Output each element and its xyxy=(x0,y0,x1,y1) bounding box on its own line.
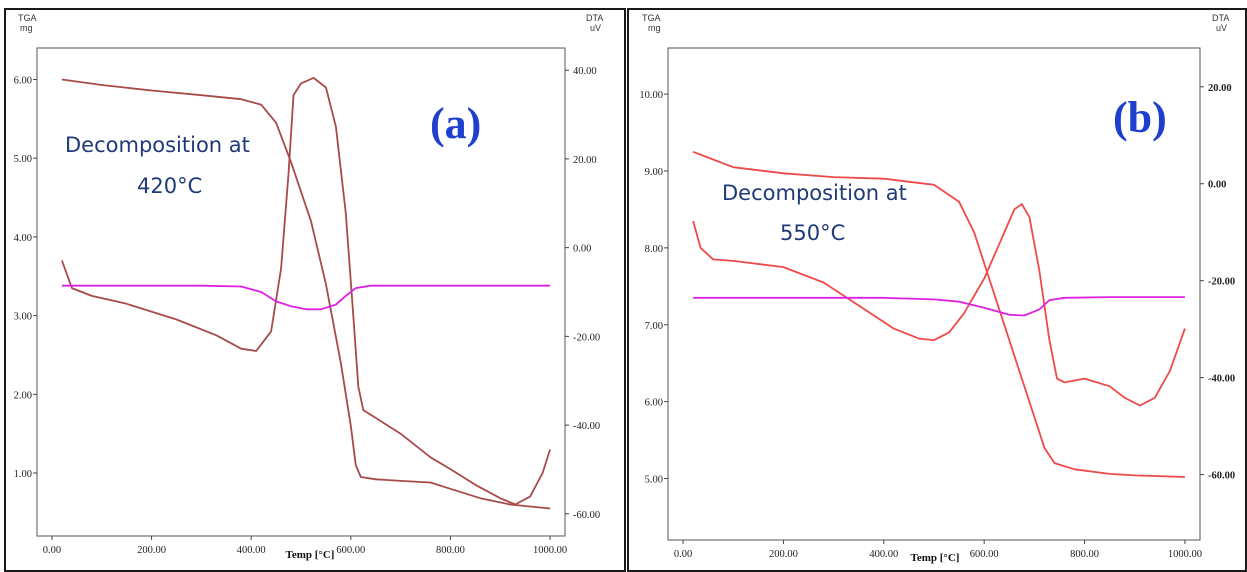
series-line-2 xyxy=(692,203,1186,407)
y-left-tick-label: 6.00 xyxy=(645,398,663,409)
x-tick-label: 600.00 xyxy=(336,545,365,556)
right-axis-title-line2: uV xyxy=(590,23,601,33)
y-right-tick-label: 0.00 xyxy=(1208,180,1226,191)
y-left-tick-label: 1.00 xyxy=(14,469,32,480)
y-right-tick-label: -40.00 xyxy=(1208,374,1235,385)
y-right-tick-label: -20.00 xyxy=(1208,277,1235,288)
right-axis-title-line2: uV xyxy=(1216,23,1227,33)
y-left-tick-label: 3.00 xyxy=(14,312,32,323)
x-tick-label: 200.00 xyxy=(769,549,798,560)
y-right-tick-label: -40.00 xyxy=(573,421,600,432)
left-axis-title-line1: TGA xyxy=(642,13,661,23)
x-axis-label: Temp [°C] xyxy=(911,552,960,564)
annotation-line1: Decomposition at xyxy=(722,181,907,205)
y-right-tick-label: 40.00 xyxy=(573,66,597,77)
x-tick-label: 200.00 xyxy=(137,545,166,556)
x-tick-label: 1000.00 xyxy=(1168,549,1202,560)
x-tick-label: 800.00 xyxy=(1070,549,1099,560)
y-right-tick-label: 20.00 xyxy=(1208,83,1232,94)
left-axis-title-line2: mg xyxy=(648,23,661,33)
y-right-tick-label: 0.00 xyxy=(573,244,591,255)
annotation-line1: Decomposition at xyxy=(65,133,250,157)
x-tick-label: 400.00 xyxy=(869,549,898,560)
y-left-tick-label: 7.00 xyxy=(645,321,663,332)
x-tick-label: 0.00 xyxy=(674,549,692,560)
series-line-2 xyxy=(61,77,551,506)
x-tick-label: 800.00 xyxy=(436,545,465,556)
plot-frame xyxy=(36,47,566,537)
series-line-3 xyxy=(61,284,551,311)
right-axis-title-line1: DTA xyxy=(1212,13,1229,23)
y-left-tick-label: 2.00 xyxy=(14,390,32,401)
y-left-tick-label: 6.00 xyxy=(14,75,32,86)
x-tick-label: 400.00 xyxy=(237,545,266,556)
plot-frame xyxy=(667,47,1201,541)
annotation-line2: 550°C xyxy=(780,221,845,245)
annotation-line2: 420°C xyxy=(137,174,202,198)
y-right-tick-label: 20.00 xyxy=(573,155,597,166)
y-right-tick-label: -60.00 xyxy=(1208,471,1235,482)
x-tick-label: 1000.00 xyxy=(533,545,567,556)
left-axis-title-line2: mg xyxy=(20,23,33,33)
y-left-tick-label: 10.00 xyxy=(639,90,663,101)
y-right-tick-label: -20.00 xyxy=(573,332,600,343)
x-tick-label: 600.00 xyxy=(970,549,999,560)
panel-b-border xyxy=(627,8,1247,572)
y-left-tick-label: 8.00 xyxy=(645,244,663,255)
panel-label: (a) xyxy=(430,99,481,148)
right-axis-title-line1: DTA xyxy=(586,13,603,23)
panel-a-border xyxy=(4,8,626,572)
x-tick-label: 0.00 xyxy=(43,545,61,556)
panel-label: (b) xyxy=(1113,93,1167,142)
y-left-tick-label: 5.00 xyxy=(645,475,663,486)
y-left-tick-label: 5.00 xyxy=(14,154,32,165)
series-line-1 xyxy=(61,78,551,510)
y-right-tick-label: -60.00 xyxy=(573,510,600,521)
series-line-3 xyxy=(693,296,1185,317)
left-axis-title-line1: TGA xyxy=(18,13,37,23)
chart-a: TGA mg DTA uV Temp [°C] Decomposition at… xyxy=(14,13,604,561)
y-left-tick-label: 4.00 xyxy=(14,233,32,244)
y-left-tick-label: 9.00 xyxy=(645,167,663,178)
series-line-1 xyxy=(692,150,1185,478)
x-axis-label: Temp [°C] xyxy=(286,549,335,561)
